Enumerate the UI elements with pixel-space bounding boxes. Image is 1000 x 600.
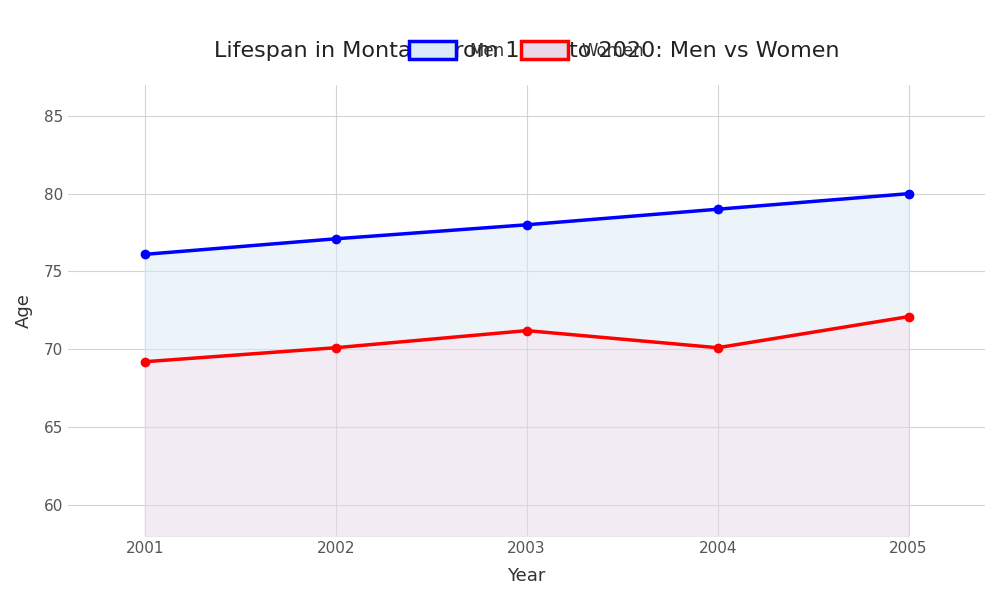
Legend: Men, Women: Men, Women — [403, 34, 651, 67]
X-axis label: Year: Year — [507, 567, 546, 585]
Title: Lifespan in Montana from 1981 to 2020: Men vs Women: Lifespan in Montana from 1981 to 2020: M… — [214, 41, 839, 61]
Y-axis label: Age: Age — [15, 293, 33, 328]
